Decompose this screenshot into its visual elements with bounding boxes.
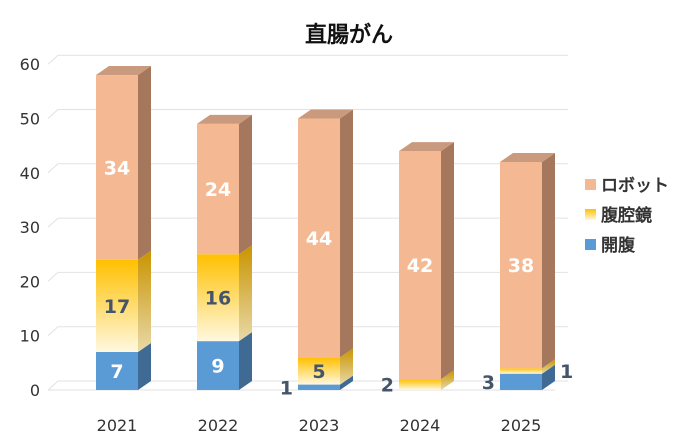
data-label: 1 (560, 361, 573, 383)
y-tick-label: 0 (30, 381, 40, 400)
bar-segment-開腹 (500, 373, 542, 390)
bar-segment-ロボット (500, 161, 542, 369)
y-tick-label: 20 (20, 272, 40, 291)
bar-top (399, 142, 454, 152)
x-tick-label: 2021 (97, 416, 138, 435)
bar-segment-side (542, 364, 555, 390)
bar-segment-side (138, 250, 151, 352)
data-label: 7 (110, 361, 123, 383)
data-label: 2 (381, 375, 394, 397)
bar-top (96, 66, 151, 76)
data-label: 5 (312, 361, 325, 383)
legend-swatch (585, 239, 596, 250)
bar-segment-side (239, 245, 252, 342)
legend-swatch (585, 209, 596, 220)
data-label: 17 (104, 296, 130, 318)
x-tick-label: 2022 (198, 416, 239, 435)
gridline-depth (47, 217, 59, 228)
gridline-depth (47, 54, 59, 65)
legend-label: 開腹 (601, 235, 636, 256)
bar-segment-ロボット (399, 151, 441, 380)
bar-segment-腹腔鏡 (298, 357, 340, 385)
bar-segment-開腹 (197, 341, 239, 390)
y-tick-label: 50 (20, 110, 40, 129)
bar-segment-ロボット (197, 123, 239, 255)
bar-segment-side (441, 142, 454, 380)
x-tick-label: 2023 (299, 416, 340, 435)
bar-top (197, 114, 252, 124)
data-label: 38 (508, 255, 534, 277)
bar-top (500, 152, 555, 162)
y-tick-label: 60 (20, 55, 40, 74)
bar-segment-side (542, 359, 555, 374)
x-tick-label: 2025 (501, 416, 542, 435)
data-label: 42 (407, 255, 433, 277)
data-label: 3 (482, 372, 495, 394)
bar-segment-side (340, 375, 353, 390)
gridline-depth (47, 272, 59, 282)
y-tick-label: 30 (20, 218, 40, 237)
chart-title: 直腸がん (305, 22, 393, 48)
gridline-depth (47, 109, 59, 119)
bar-segment-side (441, 370, 454, 390)
bar-segment-開腹 (298, 384, 340, 390)
bar-segment-腹腔鏡 (500, 368, 542, 374)
bar-segment-ロボット (96, 75, 138, 260)
data-label: 44 (306, 228, 332, 250)
bar-segment-開腹 (96, 351, 138, 390)
gridline-depth (47, 163, 59, 174)
legend-label: ロボット (601, 176, 669, 196)
bar-segment-腹腔鏡 (399, 379, 441, 390)
bar-segment-腹腔鏡 (96, 259, 138, 352)
bar-segment-ロボット (298, 118, 340, 358)
data-label: 24 (205, 179, 231, 201)
bar-segment-side (239, 114, 252, 255)
bar-top (298, 109, 353, 119)
data-label: 34 (104, 157, 130, 179)
bar-segment-side (138, 66, 151, 260)
bar-segment-side (340, 109, 353, 358)
gridline-depth (47, 326, 59, 337)
bar-segment-side (542, 152, 555, 369)
y-tick-label: 40 (20, 164, 40, 183)
data-label: 16 (205, 288, 231, 310)
bar-segment-腹腔鏡 (197, 254, 239, 342)
legend-label: 腹腔鏡 (601, 205, 652, 226)
bar-segment-side (239, 332, 252, 390)
gridline-depth (47, 380, 59, 391)
data-label: 1 (280, 377, 293, 399)
data-label: 9 (211, 356, 224, 378)
y-tick-label: 10 (20, 327, 40, 346)
bar-segment-side (340, 348, 353, 385)
x-tick-label: 2024 (400, 416, 441, 435)
bar-segment-side (138, 342, 151, 390)
legend-swatch (585, 179, 596, 190)
